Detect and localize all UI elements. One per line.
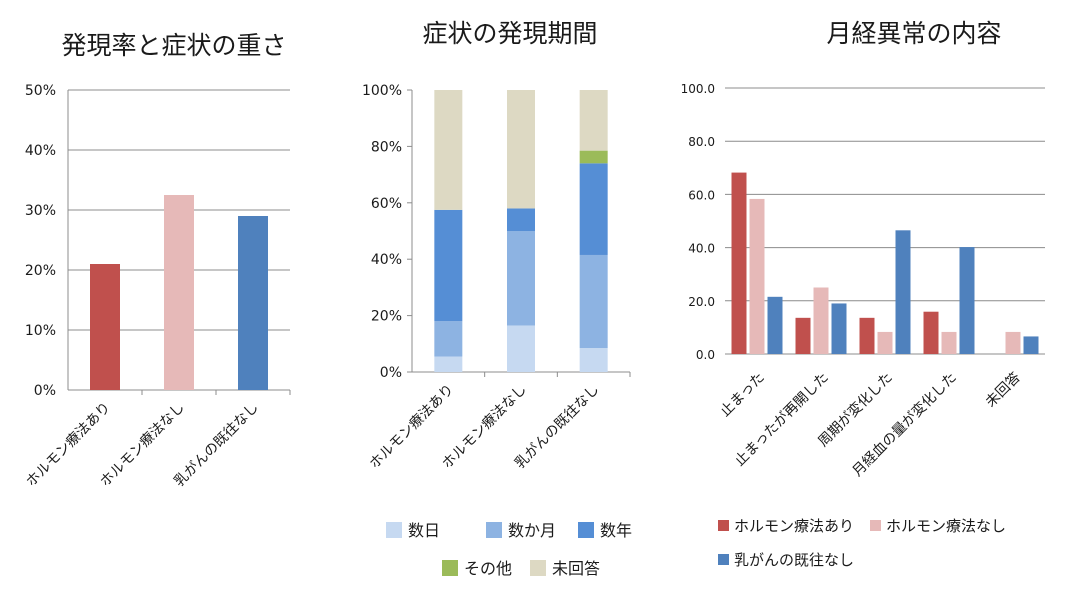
chart2-legend-label: その他 (464, 559, 512, 578)
chart2-y-tick: 80% (371, 139, 402, 155)
chart2-legend-label: 数か月 (508, 521, 556, 540)
chart1-bar (164, 195, 194, 390)
chart3-bar (831, 303, 847, 354)
chart1-plot: 0%10%20%30%40%50%ホルモン療法ありホルモン療法なし乳がんの既往な… (23, 83, 291, 490)
chart3-bar (731, 172, 747, 354)
chart2-y-tick: 40% (371, 252, 402, 268)
chart3-legend-swatch (718, 520, 729, 531)
chart2-bar-segment (434, 321, 463, 357)
chart2-y-tick: 0% (380, 365, 402, 381)
chart1-y-tick: 10% (25, 323, 56, 339)
chart2-plot: 0%20%40%60%80%100%ホルモン療法ありホルモン療法なし乳がんの既往… (362, 83, 631, 472)
chart2-legend-swatch (442, 560, 458, 576)
chart3-plot: 0.020.040.060.080.0100.0止まった止まったが再開した周期が… (681, 82, 1045, 480)
chart2-y-tick: 100% (362, 83, 402, 99)
chart2-bar-segment (507, 90, 535, 209)
chart2-bar-segment (434, 356, 463, 372)
chart3-y-tick: 60.0 (688, 188, 715, 202)
chart3-legend-label: ホルモン療法あり (734, 517, 854, 535)
chart3-legend-label: 乳がんの既往なし (734, 551, 854, 569)
chart3-category-label: 止まった (717, 370, 768, 421)
chart3-bar (813, 287, 829, 354)
chart3-y-tick: 0.0 (696, 348, 715, 362)
chart3-bar (795, 317, 811, 354)
chart1-title: 発現率と症状の重さ (61, 31, 286, 60)
chart3-bar (1023, 336, 1039, 354)
chart2-y-tick: 60% (371, 196, 402, 212)
chart2-legend-swatch (486, 522, 502, 538)
chart2-bar-segment (579, 163, 608, 255)
chart3-bar (1005, 331, 1021, 354)
chart3-legend-swatch (870, 520, 881, 531)
chart2-legend-swatch (386, 522, 402, 538)
chart2-title: 症状の発現期間 (422, 19, 597, 48)
chart3-y-tick: 20.0 (688, 295, 715, 309)
chart2-bar-segment (579, 348, 608, 372)
chart1-y-tick: 20% (25, 263, 56, 279)
chart2-legend-label: 数日 (408, 521, 440, 540)
chart2-legend-label: 数年 (600, 521, 632, 540)
chart3-bar (923, 311, 939, 354)
chart2-bar-segment (507, 325, 535, 372)
chart3-bar (749, 198, 765, 354)
chart3-y-tick: 80.0 (688, 135, 715, 149)
chart1-y-tick: 40% (25, 143, 56, 159)
chart2-bar-segment (434, 209, 463, 322)
chart2-y-tick: 20% (371, 309, 402, 325)
chart3-legend-swatch (718, 554, 729, 565)
chart2-bar-segment (434, 90, 463, 210)
chart3-category-label: 月経血の量が変化した (849, 369, 960, 480)
chart2-bar-segment (507, 208, 535, 231)
chart3-y-tick: 40.0 (688, 242, 715, 256)
chart3-bar (959, 247, 975, 354)
chart3-category-label: 未回答 (982, 369, 1024, 411)
chart2-bar-segment (579, 254, 608, 349)
chart3-y-tick: 100.0 (681, 82, 715, 96)
chart1-bar (90, 264, 120, 390)
chart3-legend-label: ホルモン療法なし (886, 517, 1006, 535)
chart3-bar (767, 296, 783, 354)
chart1-y-tick: 50% (25, 83, 56, 99)
chart3-bar (877, 331, 893, 354)
chart2-bar-segment (507, 231, 535, 326)
chart2-bar-segment (579, 90, 608, 151)
chart3-title: 月経異常の内容 (826, 19, 1001, 48)
chart2-legend-swatch (578, 522, 594, 538)
chart2-legend-swatch (530, 560, 546, 576)
chart2-bar-segment (579, 150, 608, 164)
chart3-bar (895, 230, 911, 354)
chart3-bar (941, 331, 957, 354)
chart3-bar (859, 317, 875, 354)
chart1-y-tick: 0% (34, 383, 56, 399)
chart1-bar (238, 216, 268, 390)
chart1-y-tick: 30% (25, 203, 56, 219)
chart2-legend-label: 未回答 (552, 559, 600, 578)
